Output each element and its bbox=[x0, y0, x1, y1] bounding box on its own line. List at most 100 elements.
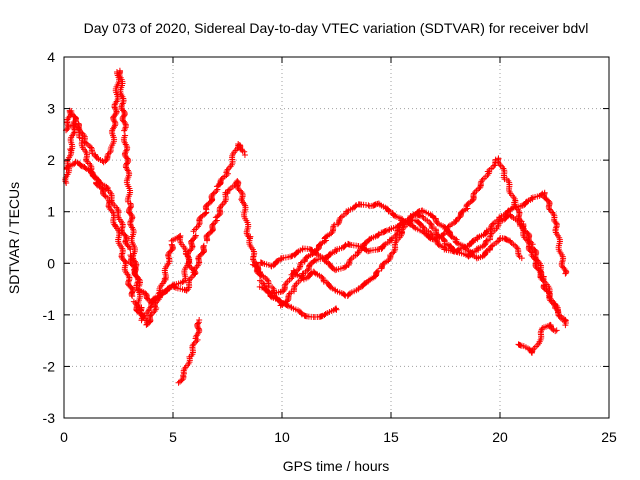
data-point bbox=[153, 304, 160, 311]
data-point bbox=[552, 219, 559, 226]
data-point bbox=[385, 208, 392, 215]
data-point bbox=[90, 173, 97, 180]
data-point bbox=[337, 214, 344, 221]
data-point bbox=[319, 274, 326, 281]
data-point bbox=[128, 291, 135, 298]
data-point bbox=[428, 231, 435, 238]
data-point bbox=[83, 157, 90, 164]
data-point bbox=[133, 273, 140, 280]
data-point bbox=[311, 257, 318, 264]
data-point bbox=[532, 256, 539, 263]
data-point bbox=[562, 270, 569, 277]
data-point bbox=[298, 259, 305, 266]
data-point bbox=[213, 187, 220, 194]
data-point bbox=[273, 258, 280, 265]
data-point bbox=[507, 238, 514, 245]
data-point bbox=[552, 328, 559, 335]
data-point bbox=[76, 134, 83, 141]
data-point bbox=[539, 277, 546, 284]
data-point bbox=[329, 228, 336, 235]
x-tick-label: 20 bbox=[492, 429, 508, 445]
data-point bbox=[390, 212, 397, 219]
data-point bbox=[126, 244, 133, 251]
data-point bbox=[375, 267, 382, 274]
data-point bbox=[195, 223, 202, 230]
data-point bbox=[209, 191, 216, 198]
data-point bbox=[345, 291, 352, 298]
data-point bbox=[124, 146, 131, 153]
y-tick-label: -2 bbox=[43, 358, 56, 374]
y-tick-label: 3 bbox=[47, 101, 55, 117]
data-point bbox=[373, 268, 380, 275]
data-point bbox=[132, 272, 139, 279]
data-point bbox=[112, 105, 119, 112]
data-point bbox=[385, 226, 392, 233]
data-point bbox=[79, 130, 86, 137]
data-point bbox=[311, 269, 318, 276]
data-point bbox=[517, 223, 524, 230]
data-point bbox=[390, 249, 397, 256]
data-point bbox=[366, 235, 373, 242]
y-tick-label: 2 bbox=[47, 152, 55, 168]
data-point bbox=[123, 160, 130, 167]
data-marks bbox=[62, 67, 570, 386]
data-point bbox=[224, 166, 231, 173]
data-point bbox=[429, 225, 436, 232]
data-point bbox=[427, 220, 434, 227]
data-point bbox=[218, 176, 225, 183]
data-point bbox=[549, 325, 556, 332]
data-point bbox=[101, 192, 108, 199]
series-track-1 bbox=[62, 118, 340, 324]
x-tick-label: 25 bbox=[601, 429, 617, 445]
series-track-4 bbox=[256, 155, 569, 324]
data-point bbox=[202, 210, 209, 217]
data-point bbox=[295, 266, 302, 273]
x-tick-label: 15 bbox=[383, 429, 399, 445]
data-point bbox=[200, 242, 207, 249]
data-point bbox=[127, 246, 134, 253]
data-point bbox=[546, 206, 553, 213]
data-point bbox=[78, 163, 85, 170]
data-point bbox=[469, 238, 476, 245]
data-point bbox=[483, 248, 490, 255]
data-point bbox=[127, 252, 134, 259]
data-point bbox=[196, 317, 203, 324]
data-point bbox=[362, 280, 369, 287]
data-point bbox=[435, 241, 442, 248]
data-point bbox=[111, 118, 118, 125]
plot-frame bbox=[63, 56, 610, 419]
data-point bbox=[126, 277, 133, 284]
data-point bbox=[96, 179, 103, 186]
data-point bbox=[556, 313, 563, 320]
data-point bbox=[429, 235, 436, 242]
data-point bbox=[200, 243, 207, 250]
data-point bbox=[260, 280, 267, 287]
data-point bbox=[127, 204, 134, 211]
data-point bbox=[553, 327, 560, 334]
data-point bbox=[407, 212, 414, 219]
data-point bbox=[473, 234, 480, 241]
data-point bbox=[121, 120, 128, 127]
data-point bbox=[483, 237, 490, 244]
data-point bbox=[113, 107, 120, 114]
series-track-3 bbox=[63, 140, 248, 306]
data-point bbox=[470, 190, 477, 197]
data-point bbox=[210, 220, 217, 227]
data-point bbox=[419, 213, 426, 220]
data-point bbox=[238, 146, 245, 153]
data-point bbox=[121, 127, 128, 134]
x-tick-label: 5 bbox=[169, 429, 177, 445]
data-point bbox=[523, 198, 530, 205]
data-point bbox=[119, 100, 126, 107]
data-point bbox=[294, 249, 301, 256]
data-point bbox=[152, 300, 159, 307]
x-tick-label: 0 bbox=[60, 429, 68, 445]
data-point bbox=[218, 203, 225, 210]
data-point bbox=[147, 304, 154, 311]
y-tick-label: 1 bbox=[47, 204, 55, 220]
data-point bbox=[482, 238, 489, 245]
data-point bbox=[426, 234, 433, 241]
data-point bbox=[122, 124, 129, 131]
data-point bbox=[128, 216, 135, 223]
